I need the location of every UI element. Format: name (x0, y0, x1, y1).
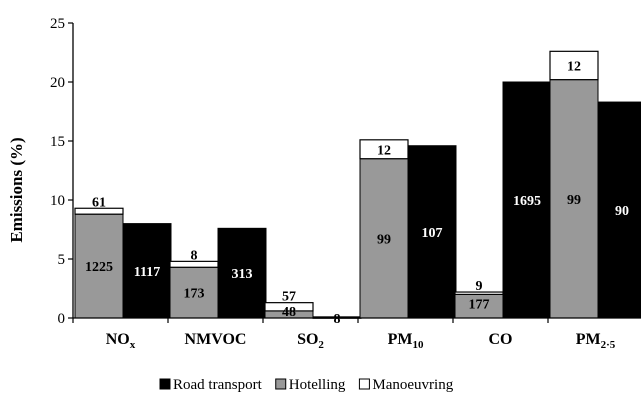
bar-road-transport (502, 81, 552, 319)
category-label: PM2·5 (576, 331, 616, 351)
y-tick-label: 5 (58, 252, 66, 268)
x-axis: NOx NMVOC SO2 PM10 CO PM2·5 (72, 317, 641, 351)
category-label: PM10 (388, 331, 424, 351)
y-tick-label: 0 (58, 311, 66, 327)
data-label-manoeuvring: 12 (377, 143, 391, 158)
legend-swatch (358, 378, 370, 390)
bar-hotelling (549, 79, 599, 319)
category-label: NMVOC (185, 331, 247, 348)
bar-manoeuvring (74, 207, 124, 215)
bar-road-transport (597, 101, 641, 319)
bar-manoeuvring (549, 50, 599, 81)
data-label-manoeuvring: 9 (476, 279, 483, 294)
data-label-manoeuvring: 61 (92, 195, 106, 210)
category-label: SO2 (297, 331, 324, 351)
data-label-road-transport: 313 (232, 267, 253, 282)
legend-label: Manoeuvring (372, 377, 453, 393)
bar-manoeuvring (264, 302, 314, 312)
data-label-road-transport: 1695 (513, 194, 541, 209)
data-label-road-transport: 1117 (134, 265, 160, 280)
y-axis-label: Emissions (%) (7, 137, 26, 242)
category-label: NOx (106, 331, 136, 351)
data-label-manoeuvring: 12 (567, 59, 581, 74)
data-label-hotelling: 99 (567, 193, 581, 208)
bars (74, 50, 641, 319)
category-label: CO (489, 331, 513, 348)
data-label-hotelling: 48 (282, 305, 296, 320)
data-label-manoeuvring: 8 (191, 248, 198, 263)
y-tick-label: 15 (50, 134, 65, 150)
data-label-road-transport: 107 (422, 226, 443, 241)
data-label-road-transport: 8 (334, 312, 341, 327)
y-axis: 0 5 10 15 20 25 (50, 16, 74, 327)
y-tick-label: 20 (50, 75, 65, 91)
legend-swatch (275, 378, 287, 390)
legend: Road transport Hotelling Manoeuvring (159, 377, 454, 393)
legend-label: Hotelling (289, 377, 346, 393)
legend-label: Road transport (173, 377, 263, 393)
bar-road-transport (407, 145, 457, 319)
data-label-manoeuvring: 57 (282, 290, 296, 305)
bar-road-transport (217, 227, 267, 319)
y-tick-label: 10 (50, 193, 65, 209)
data-label-hotelling: 177 (469, 297, 490, 312)
data-label-hotelling: 173 (184, 287, 205, 302)
legend-swatch (159, 378, 171, 390)
data-label-hotelling: 1225 (85, 260, 113, 275)
data-label-hotelling: 99 (377, 232, 391, 247)
y-tick-label: 25 (50, 16, 65, 32)
bar-road-transport (122, 223, 172, 319)
data-label-road-transport: 90 (615, 204, 629, 219)
